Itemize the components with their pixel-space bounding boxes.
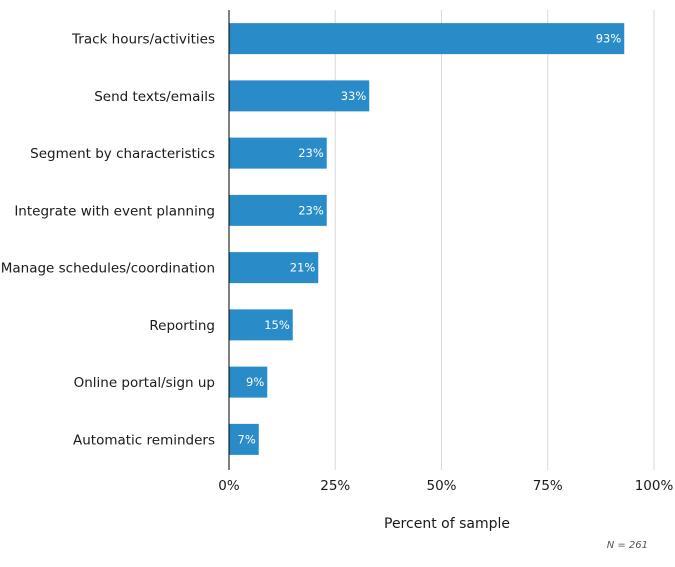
bars: 93% 33% 23% 23% 21% 15% 9% 7% bbox=[229, 23, 625, 455]
bar-value-label: 23% bbox=[298, 203, 324, 217]
category-label: Integrate with event planning bbox=[14, 203, 215, 219]
bar bbox=[229, 137, 327, 169]
x-tick-label: 100% bbox=[635, 478, 674, 494]
bar bbox=[229, 80, 370, 112]
bar bbox=[229, 423, 259, 455]
x-axis-title: Percent of sample bbox=[384, 516, 510, 532]
x-tick-label: 0% bbox=[218, 478, 240, 494]
x-tick-label: 75% bbox=[533, 478, 563, 494]
category-label: Segment by characteristics bbox=[30, 146, 215, 162]
gridlines bbox=[334, 10, 655, 470]
category-label: Track hours/activities bbox=[71, 32, 215, 48]
x-tick-label: 25% bbox=[320, 478, 350, 494]
category-label: Send texts/emails bbox=[94, 89, 215, 105]
bar bbox=[229, 309, 293, 341]
category-label: Reporting bbox=[149, 318, 215, 334]
bar-value-label: 15% bbox=[264, 318, 290, 332]
category-label: Online portal/sign up bbox=[74, 375, 215, 391]
bar bbox=[229, 252, 319, 284]
bar-value-label: 7% bbox=[238, 432, 256, 446]
bar bbox=[229, 194, 327, 226]
bar-value-label: 23% bbox=[298, 146, 324, 160]
bar bbox=[229, 23, 625, 55]
sample-size-note: N = 261 bbox=[607, 540, 648, 551]
bar-value-label: 33% bbox=[341, 89, 367, 103]
category-label: Manage schedules/coordination bbox=[1, 261, 215, 277]
bar-value-label: 21% bbox=[290, 261, 316, 275]
bar-value-label: 9% bbox=[246, 375, 264, 389]
bar-value-label: 93% bbox=[596, 32, 622, 46]
bar bbox=[229, 366, 268, 398]
x-tick-labels: 0% 25% 50% 75% 100% bbox=[218, 478, 673, 494]
category-labels: Track hours/activities Send texts/emails S… bbox=[1, 32, 215, 449]
x-tick-label: 50% bbox=[426, 478, 456, 494]
category-label: Automatic reminders bbox=[73, 432, 215, 448]
